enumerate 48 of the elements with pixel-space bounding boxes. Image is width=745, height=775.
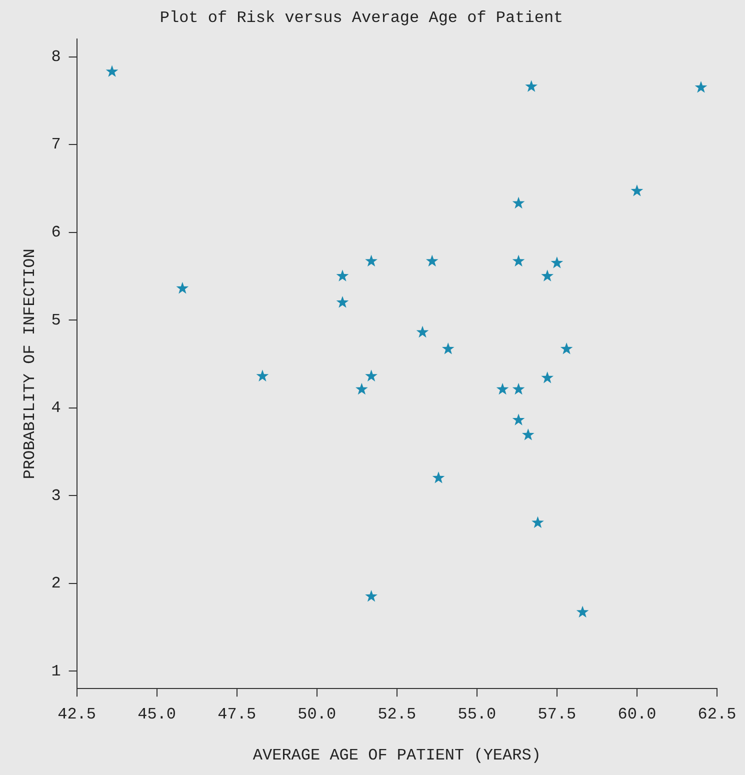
point (532, 516, 544, 528)
x-tick-label: 42.5 (58, 705, 96, 724)
point (365, 590, 378, 602)
point (512, 254, 525, 266)
y-tick-label: 7 (51, 136, 61, 154)
point (365, 370, 378, 382)
y-tick-label: 3 (51, 486, 61, 505)
y-tick-label: 6 (51, 224, 61, 242)
point (432, 471, 445, 484)
x-tick-label: 60.0 (618, 705, 656, 724)
x-tick-label: 57.5 (538, 705, 576, 724)
y-tick-label: 5 (51, 311, 61, 330)
point (541, 371, 554, 384)
point (106, 65, 118, 77)
point (576, 606, 589, 618)
point (512, 414, 525, 426)
y-tick-label: 2 (51, 574, 61, 593)
point (550, 256, 564, 268)
x-tick-label: 52.5 (378, 705, 416, 724)
x-tick-label: 50.0 (298, 705, 336, 724)
point (525, 80, 538, 92)
y-axis-title: PROBABILITY OF INFECTION (20, 248, 39, 480)
point (416, 326, 429, 338)
point (336, 270, 349, 282)
point (541, 270, 554, 282)
y-tick-label: 4 (51, 399, 61, 418)
y-tick-label: 1 (51, 662, 61, 680)
x-tick-label: 62.5 (698, 705, 736, 724)
point (522, 428, 534, 440)
point (512, 382, 525, 395)
x-tick-label: 47.5 (218, 705, 256, 724)
point (442, 342, 454, 354)
x-tick-label: 55.0 (458, 705, 496, 724)
point (365, 254, 378, 266)
point (336, 296, 349, 308)
point (512, 196, 525, 209)
x-tick-label: 45.0 (138, 705, 176, 724)
point (426, 254, 438, 266)
x-axis-title: AVERAGE AGE OF PATIENT (YEARS) (252, 746, 541, 765)
chart-title: Plot of Risk versus Average Age of Patient (160, 8, 564, 27)
point (356, 382, 368, 395)
point (694, 80, 708, 93)
point (560, 342, 573, 354)
point (630, 184, 644, 196)
point (176, 282, 189, 294)
point (496, 382, 509, 395)
y-tick-label: 8 (51, 48, 61, 66)
point (256, 370, 269, 382)
